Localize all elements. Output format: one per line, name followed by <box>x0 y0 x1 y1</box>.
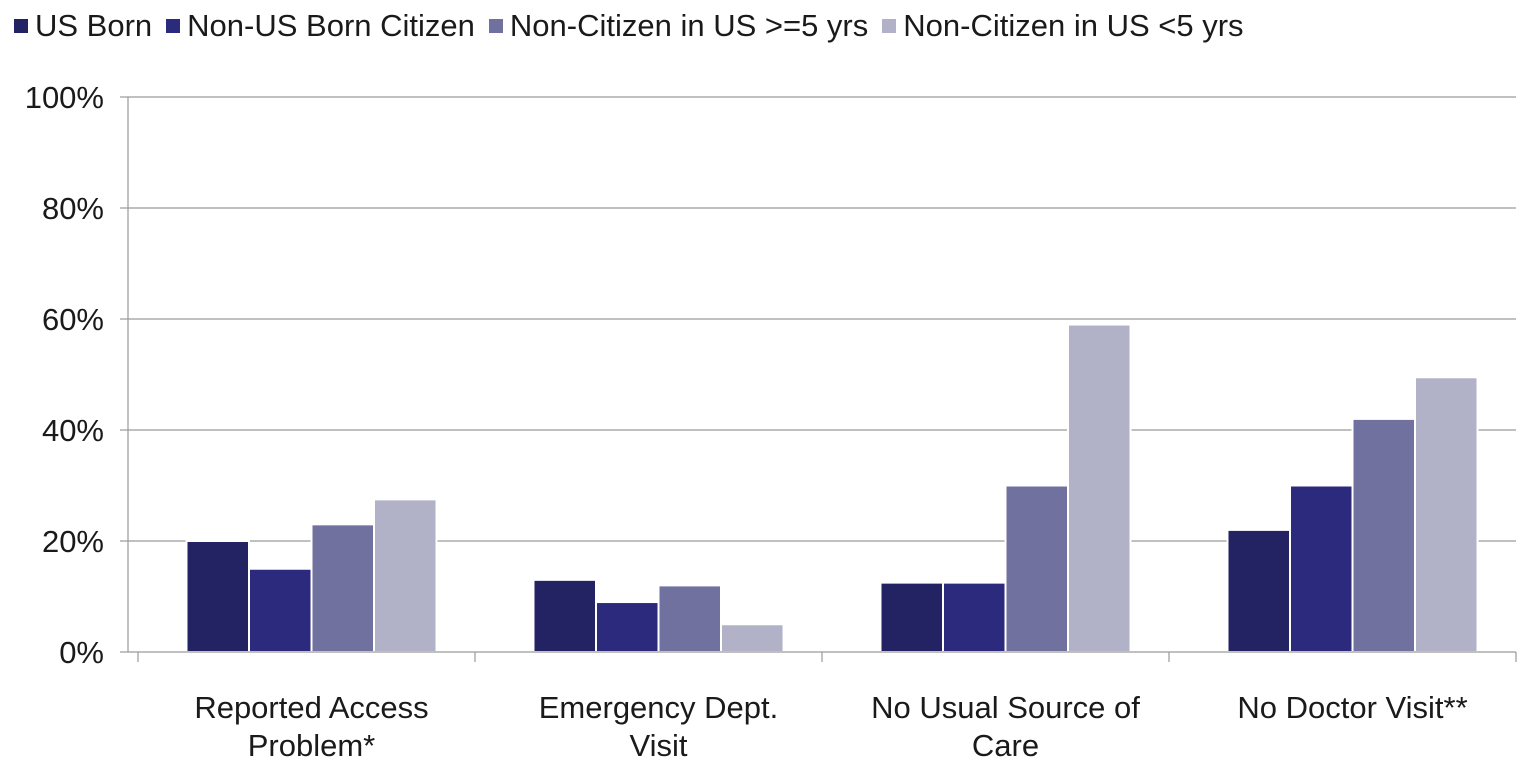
legend-item: Non-Citizen in US >=5 yrs <box>488 8 869 44</box>
legend-item: Non-US Born Citizen <box>166 8 475 44</box>
legend-swatch <box>14 19 28 33</box>
y-axis-tick-labels: 0% 20% 40% 60% 80% 100% <box>25 80 104 670</box>
legend-swatch <box>488 19 503 33</box>
x-category-label: Visit <box>629 728 687 763</box>
bar <box>532 578 597 653</box>
legend-swatch <box>166 19 181 33</box>
bar <box>720 623 785 653</box>
legend-label: Non-US Born Citizen <box>187 8 475 43</box>
bar <box>185 540 250 653</box>
bar <box>373 498 438 653</box>
bar <box>1004 484 1069 653</box>
bar <box>657 584 722 654</box>
bar <box>1289 484 1354 653</box>
bar <box>595 601 660 653</box>
x-category-label: Problem* <box>248 728 376 763</box>
chart-legend: US Born Non-US Born Citizen Non-Citizen in… <box>14 6 1258 46</box>
y-tick-label: 0% <box>59 635 104 670</box>
y-tick-label: 20% <box>42 524 104 559</box>
y-tick-label: 100% <box>25 80 104 115</box>
x-category-label: Reported Access <box>194 690 428 725</box>
bar <box>1414 376 1479 653</box>
bar <box>942 581 1007 653</box>
legend-item: Non-Citizen in US <5 yrs <box>882 8 1244 44</box>
x-axis <box>127 97 1517 662</box>
x-category-label: No Doctor Visit** <box>1237 690 1467 725</box>
legend-label: US Born <box>35 8 153 43</box>
x-category-label: Care <box>972 728 1039 763</box>
bar <box>310 523 375 653</box>
x-category-label: Emergency Dept. <box>539 690 779 725</box>
legend-label: Non-Citizen in US <5 yrs <box>903 8 1244 43</box>
gridlines <box>120 96 1516 653</box>
bar <box>879 581 944 653</box>
bars <box>185 323 1479 654</box>
y-tick-label: 80% <box>42 191 104 226</box>
bar <box>1067 323 1132 653</box>
legend-item: US Born <box>14 8 152 44</box>
legend-swatch <box>882 19 897 33</box>
bar <box>1226 528 1291 654</box>
bar <box>248 567 313 653</box>
y-tick-label: 60% <box>42 302 104 337</box>
y-tick-label: 40% <box>42 413 104 448</box>
bar <box>1351 417 1416 653</box>
x-category-label: No Usual Source of <box>871 690 1140 725</box>
legend-label: Non-Citizen in US >=5 yrs <box>509 8 869 43</box>
